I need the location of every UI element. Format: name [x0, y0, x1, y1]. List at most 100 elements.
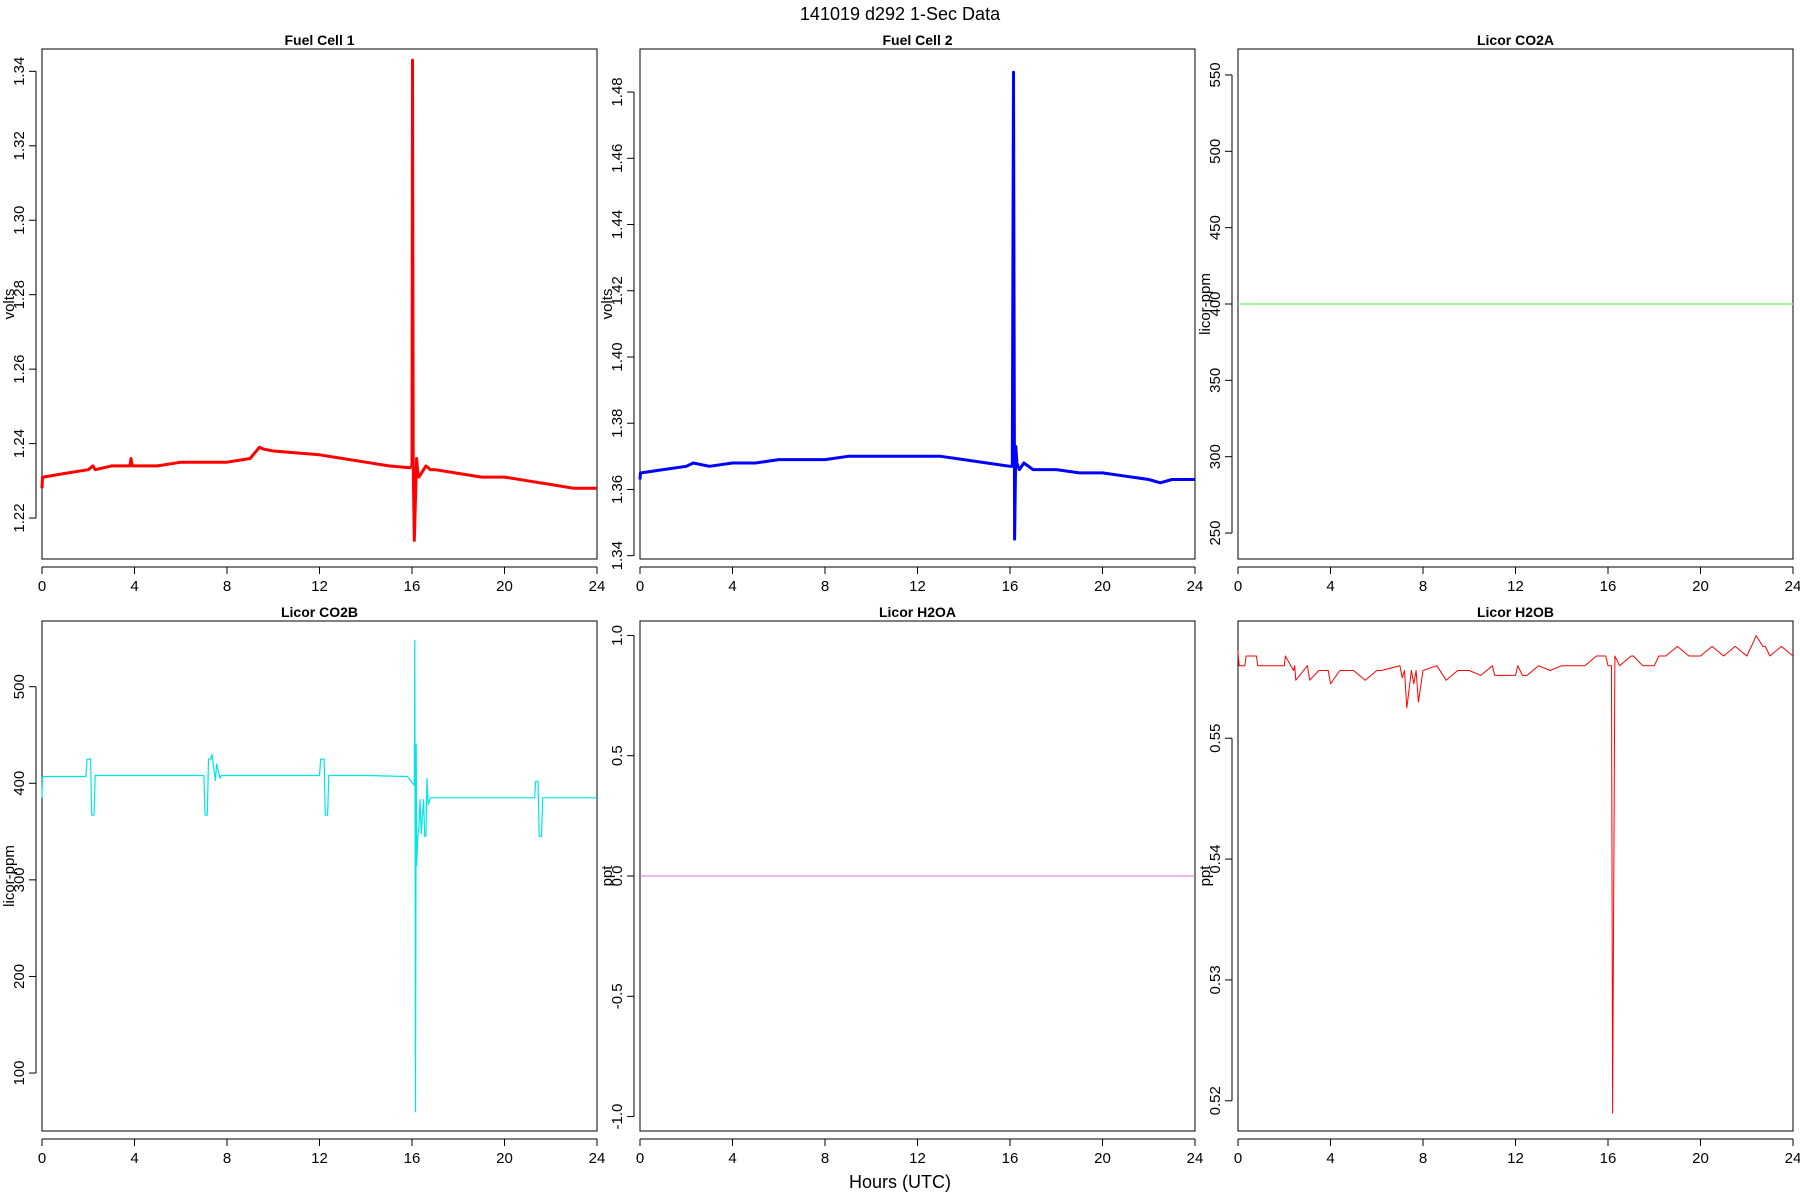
y-tick-label: 500 [1207, 139, 1224, 164]
x-tick-label: 4 [1326, 578, 1334, 595]
x-tick-label: 24 [589, 578, 606, 595]
y-tick-label: 0.53 [1207, 965, 1224, 994]
y-tick-label: 1.48 [609, 77, 626, 106]
x-tick-label: 0 [636, 1150, 644, 1167]
x-tick-label: 12 [311, 1150, 328, 1167]
y-tick-label: 1.26 [11, 355, 28, 384]
x-tick-label: 0 [1234, 578, 1242, 595]
panel-title: Fuel Cell 1 [284, 32, 354, 48]
series-line [41, 639, 597, 1113]
y-tick-label: 500 [11, 674, 28, 699]
x-tick-label: 0 [636, 578, 644, 595]
x-tick-label: 20 [1094, 1150, 1111, 1167]
y-axis-label: ppt [1197, 865, 1214, 887]
panel-3: Licor CO2A licor-ppm 0 4 8 12 16 20 24 250 300 350 4… [1197, 32, 1800, 595]
y-tick-label: 1.24 [11, 429, 28, 458]
panel-1: Fuel Cell 1 volts 0 4 8 12 16 20 24 1.22 1.24 1.26 1… [1, 32, 605, 595]
panel-title: Fuel Cell 2 [882, 32, 952, 48]
y-tick-label: 0.54 [1207, 844, 1224, 873]
y-tick-label: 100 [11, 1061, 28, 1086]
x-tick-label: 16 [1600, 1150, 1617, 1167]
y-tick-label: 1.34 [609, 541, 626, 570]
plot-frame [639, 48, 1196, 560]
y-tick-label: 1.30 [11, 206, 28, 235]
y-tick-label: 1.0 [609, 625, 626, 646]
x-tick-label: 16 [1600, 578, 1617, 595]
x-tick-label: 24 [1187, 1150, 1204, 1167]
x-tick-label: 8 [821, 1150, 829, 1167]
x-tick-label: 8 [1419, 1150, 1427, 1167]
panel-title: Licor H2OB [1477, 604, 1554, 620]
x-tick-label: 20 [1692, 1150, 1709, 1167]
x-tick-label: 12 [311, 578, 328, 595]
y-tick-label: 0.52 [1207, 1086, 1224, 1115]
x-tick-label: 24 [1187, 578, 1204, 595]
y-tick-label: -1.0 [609, 1104, 626, 1130]
y-tick-label: 0.0 [609, 866, 626, 887]
panel-2: Fuel Cell 2 volts 0 4 8 12 16 20 24 1.34 1.36 1.38 1… [599, 32, 1203, 595]
x-tick-label: 20 [496, 1150, 513, 1167]
y-tick-label: 1.28 [11, 280, 28, 309]
series-line [40, 58, 597, 542]
x-axis-label: Hours (UTC) [849, 1172, 951, 1192]
series-line [638, 70, 1195, 541]
y-tick-label: 450 [1207, 215, 1224, 240]
panels: Fuel Cell 1 volts 0 4 8 12 16 20 24 1.22 1.24 1.26 1… [1, 32, 1800, 1167]
y-tick-label: 400 [1207, 291, 1224, 316]
y-tick-label: 550 [1207, 62, 1224, 87]
x-tick-label: 24 [1785, 1150, 1800, 1167]
x-tick-label: 4 [130, 578, 138, 595]
x-tick-label: 8 [223, 1150, 231, 1167]
x-tick-label: 0 [38, 578, 46, 595]
x-tick-label: 16 [1002, 578, 1019, 595]
y-tick-label: 0.55 [1207, 724, 1224, 753]
y-tick-label: 1.44 [609, 210, 626, 239]
y-tick-label: 200 [11, 964, 28, 989]
x-tick-label: 12 [1507, 578, 1524, 595]
x-tick-label: 12 [909, 1150, 926, 1167]
y-tick-label: 1.22 [11, 503, 28, 532]
y-axis-label: volts [1, 289, 18, 320]
y-tick-label: 1.46 [609, 144, 626, 173]
x-tick-label: 0 [1234, 1150, 1242, 1167]
panel-5: Licor H2OA ppt 0 4 8 12 16 20 24 -1.0 -0.5 0.0 0.5 1.… [599, 604, 1203, 1167]
y-tick-label: -0.5 [609, 983, 626, 1009]
x-tick-label: 20 [1692, 578, 1709, 595]
panel-6: Licor H2OB ppt 0 4 8 12 16 20 24 0.52 0.53 0.54 0.55 [1197, 604, 1800, 1167]
x-tick-label: 16 [1002, 1150, 1019, 1167]
x-tick-label: 4 [1326, 1150, 1334, 1167]
y-axis-label: volts [599, 289, 616, 320]
y-tick-label: 400 [11, 771, 28, 796]
y-tick-label: 1.36 [609, 475, 626, 504]
y-tick-label: 300 [11, 867, 28, 892]
panel-4: Licor CO2B licor-ppm 0 4 8 12 16 20 24 100 200 300 4… [1, 604, 605, 1167]
y-tick-label: 1.34 [11, 57, 28, 86]
x-tick-label: 20 [496, 578, 513, 595]
panel-title: Licor CO2B [281, 604, 358, 620]
x-tick-label: 16 [404, 578, 421, 595]
x-tick-label: 4 [130, 1150, 138, 1167]
y-tick-label: 0.5 [609, 745, 626, 766]
x-tick-label: 8 [1419, 578, 1427, 595]
y-tick-label: 1.32 [11, 131, 28, 160]
y-tick-label: 250 [1207, 521, 1224, 546]
panel-title: Licor CO2A [1477, 32, 1554, 48]
x-tick-label: 0 [38, 1150, 46, 1167]
x-tick-label: 4 [728, 1150, 736, 1167]
y-tick-label: 1.42 [609, 276, 626, 305]
plot-frame [41, 620, 598, 1132]
y-axis-label: licor-ppm [1, 845, 18, 907]
plot-frame [1237, 620, 1794, 1132]
x-tick-label: 12 [1507, 1150, 1524, 1167]
y-tick-label: 1.38 [609, 409, 626, 438]
x-tick-label: 20 [1094, 578, 1111, 595]
x-tick-label: 24 [589, 1150, 606, 1167]
panel-title: Licor H2OA [879, 604, 956, 620]
y-axis-label: ppt [599, 865, 616, 887]
x-tick-label: 24 [1785, 578, 1800, 595]
y-axis-label: licor-ppm [1197, 273, 1214, 335]
x-tick-label: 16 [404, 1150, 421, 1167]
x-tick-label: 8 [223, 578, 231, 595]
